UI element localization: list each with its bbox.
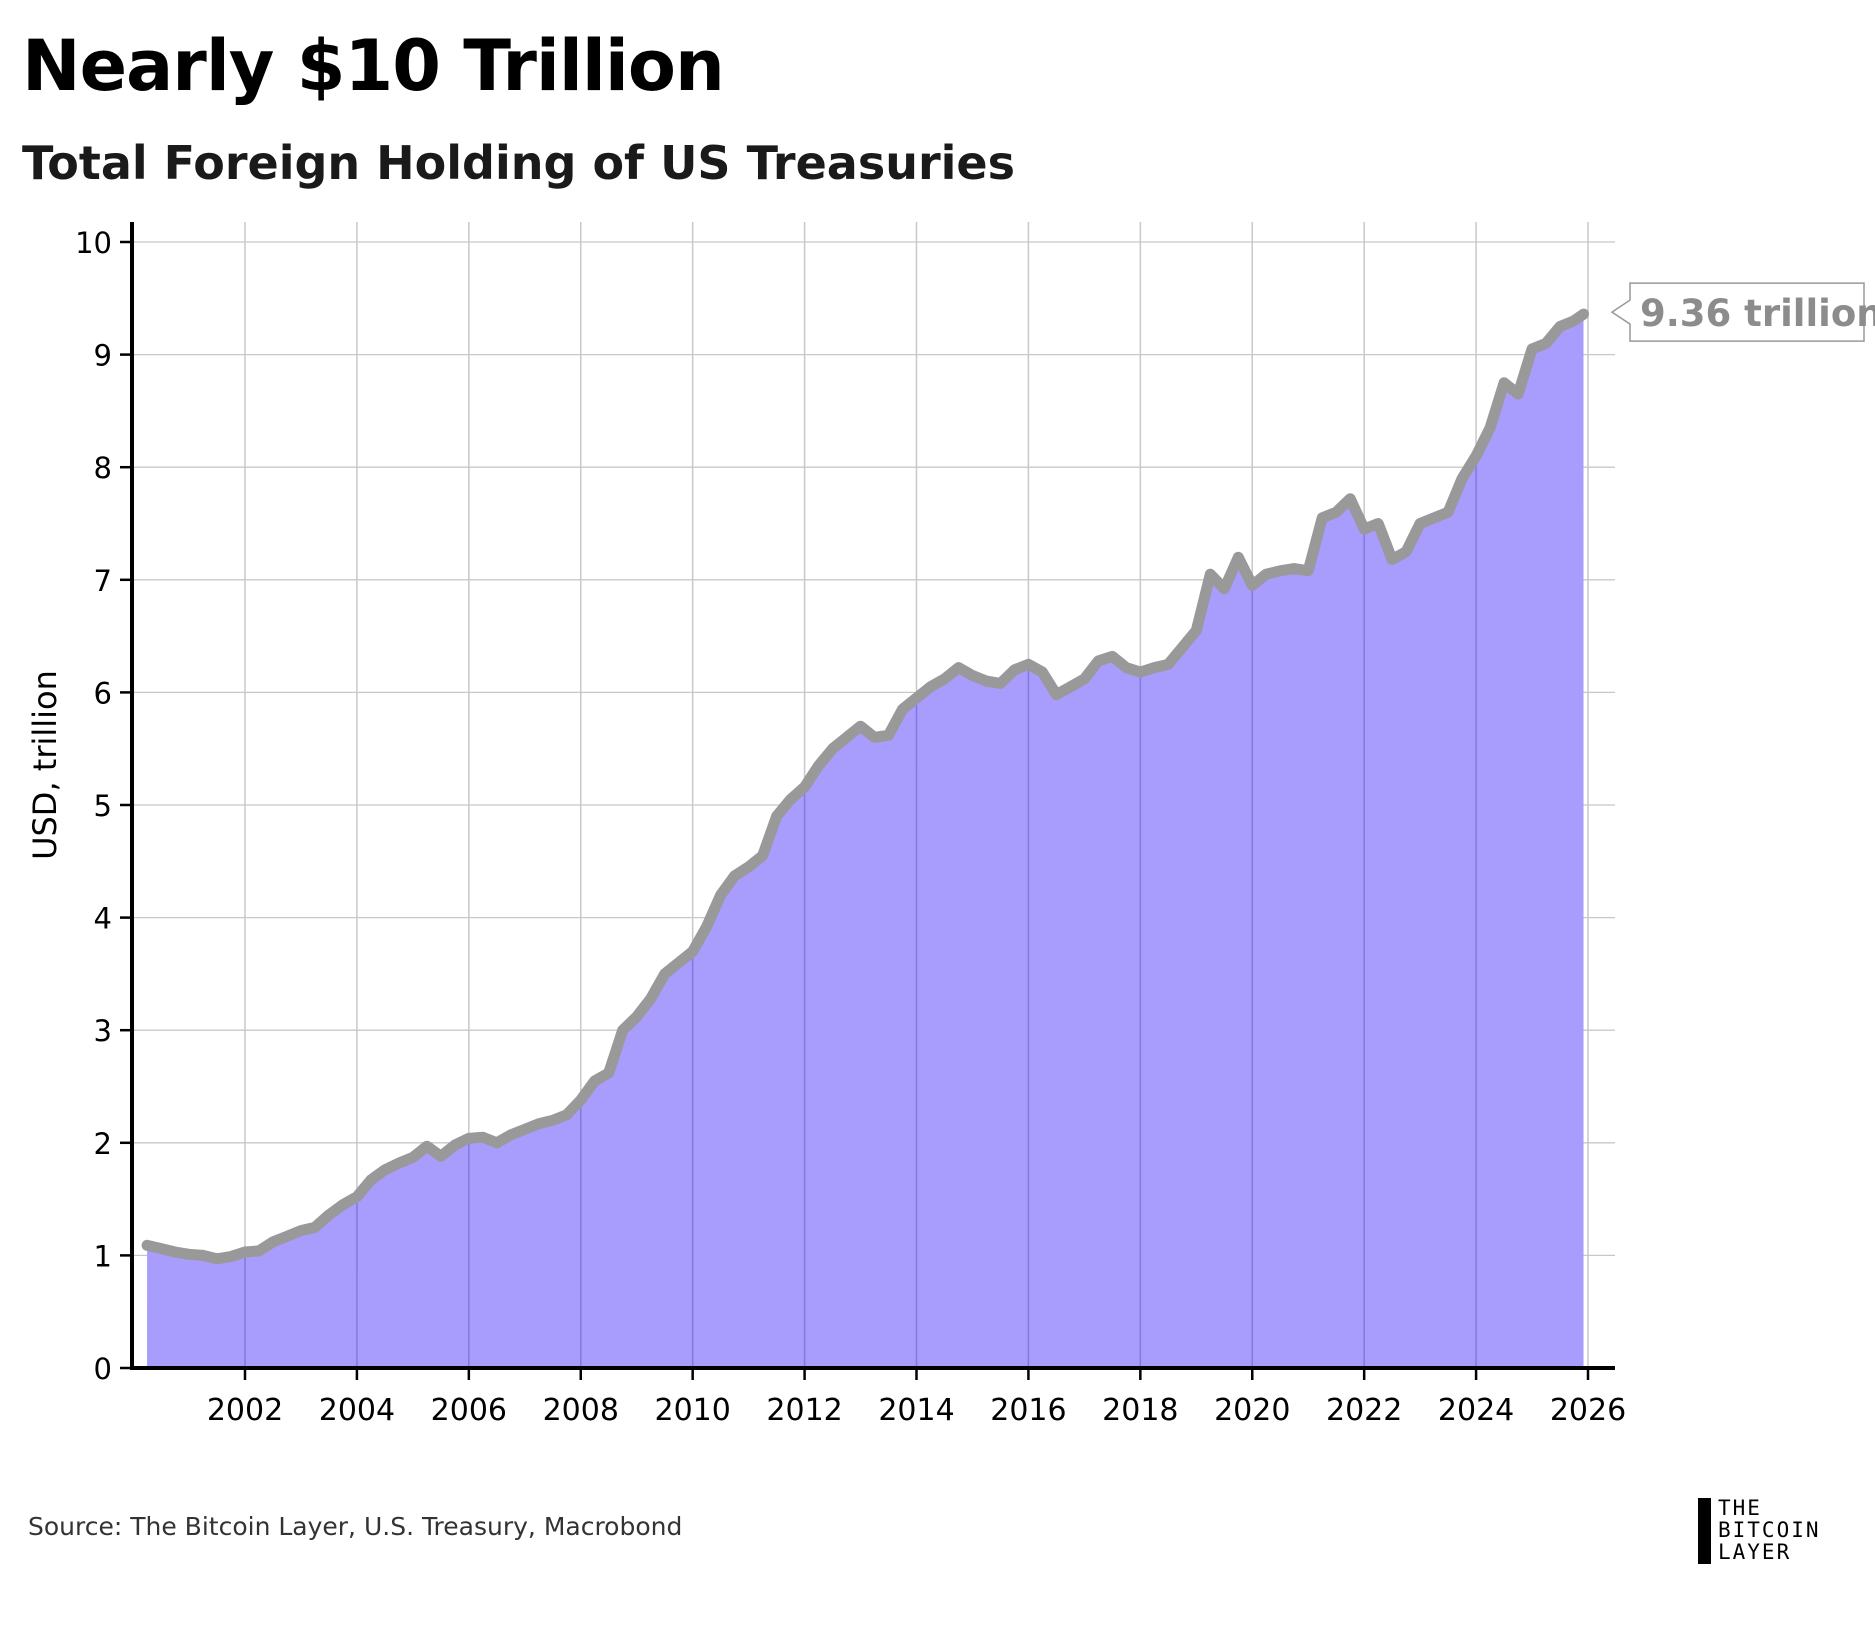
tick-layer: 0 1 2 3 4 5 6 7 8 9 10 2002 2004 2006 2008 2010 2012 2014… [75,226,1626,1428]
source-note: Source: The Bitcoin Layer, U.S. Treasury… [28,1512,683,1541]
x-tick-label-2006: 2006 [431,1393,507,1428]
y-tick-label-0: 0 [94,1352,112,1386]
logo-line-2: BITCOIN [1718,1518,1821,1542]
y-tick-label-1: 1 [94,1239,112,1273]
x-tick-label-2020: 2020 [1214,1393,1290,1428]
area-layer [147,314,1584,1369]
y-tick-label-9: 9 [94,339,112,373]
series-line [141,308,1589,1265]
y-tick-label-6: 6 [94,676,112,710]
x-tick-label-2008: 2008 [543,1393,619,1428]
x-tick-label-2002: 2002 [207,1393,283,1428]
y-tick-label-7: 7 [94,564,112,598]
x-tick-label-2004: 2004 [319,1393,395,1428]
callout-layer: 9.36 trillion [1610,282,1875,342]
logo-bar [1698,1498,1711,1564]
logo-line-1: THE [1718,1496,1762,1520]
x-tick-label-2014: 2014 [878,1393,954,1428]
x-tick-label-2012: 2012 [766,1393,842,1428]
x-tick-label-2026: 2026 [1550,1393,1626,1428]
bitcoin-layer-logo: THE BITCOIN LAYER [1698,1496,1858,1566]
chart-title: Nearly $10 Trillion [22,25,725,107]
series-area [147,314,1584,1369]
x-tick-label-2018: 2018 [1102,1393,1178,1428]
x-tick-label-2022: 2022 [1326,1393,1402,1428]
last-value-label: 9.36 trillion [1640,292,1875,335]
line-layer [141,308,1589,1265]
y-tick-label-10: 10 [75,226,112,260]
x-tick-label-2016: 2016 [990,1393,1066,1428]
y-tick-label-3: 3 [94,1014,112,1048]
x-tick-label-2024: 2024 [1438,1393,1514,1428]
y-tick-label-8: 8 [94,451,112,485]
chart-subtitle: Total Foreign Holding of US Treasuries [22,136,1015,190]
y-tick-label-5: 5 [94,789,112,823]
logo-line-3: LAYER [1718,1540,1792,1564]
axis-layer [130,222,1615,1370]
x-tick-label-2010: 2010 [654,1393,730,1428]
y-tick-label-4: 4 [94,902,112,936]
y-axis-label: USD, trillion [26,670,64,860]
y-tick-label-2: 2 [94,1127,112,1161]
last-value-callout-box [1610,282,1865,342]
